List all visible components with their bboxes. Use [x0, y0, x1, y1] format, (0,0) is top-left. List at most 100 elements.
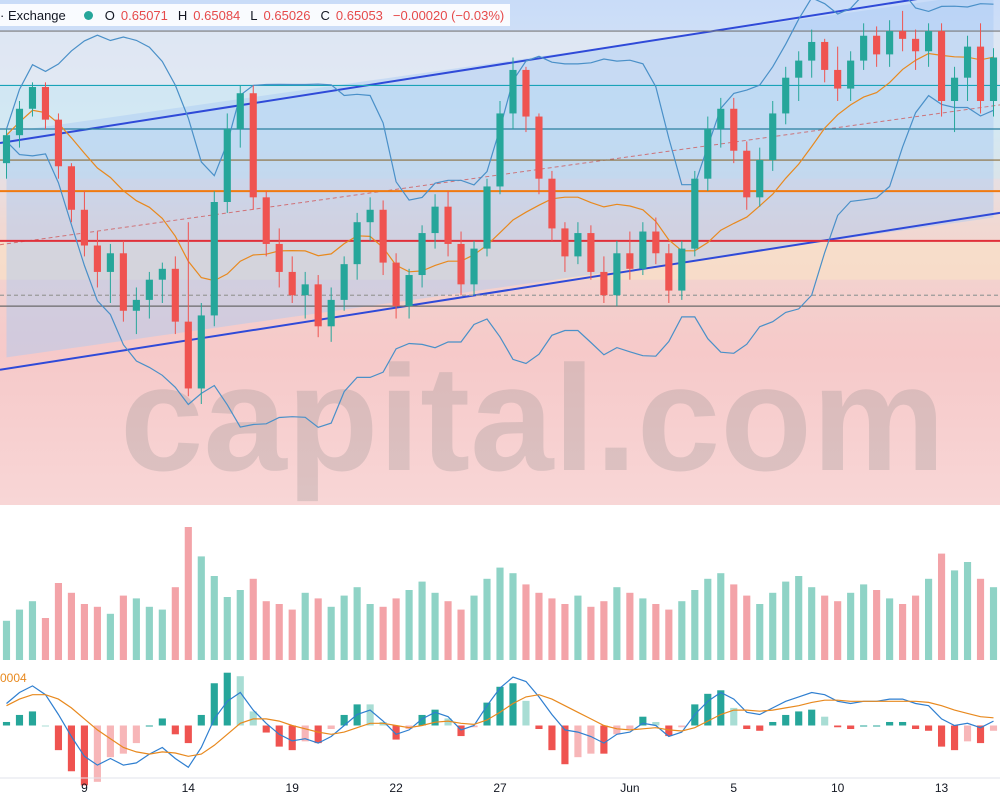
macd-histogram-bar — [28, 711, 37, 726]
macd-histogram-bar — [340, 714, 348, 726]
macd-histogram-bar — [717, 690, 725, 726]
candle-body — [210, 202, 218, 316]
volume-bar — [509, 573, 517, 660]
candle-body — [184, 321, 192, 389]
macd-histogram-bar — [548, 725, 556, 751]
candle-body — [93, 245, 101, 272]
candle-body — [626, 253, 634, 269]
macd-histogram-bar — [483, 702, 491, 726]
macd-histogram-bar — [730, 707, 738, 726]
channel-lower-line — [0, 211, 1000, 371]
macd-histogram-bar — [366, 704, 374, 726]
volume-bar — [483, 578, 491, 660]
candle-body — [937, 31, 946, 102]
macd-histogram-bar — [899, 721, 907, 726]
volume-bar — [457, 609, 465, 660]
candle-body — [301, 284, 309, 296]
macd-histogram-bar — [470, 725, 478, 728]
macd-axis-label: 0004 — [0, 671, 27, 685]
volume-bar — [665, 609, 673, 660]
candle-body — [171, 268, 179, 322]
macd-histogram-bar — [561, 725, 569, 765]
candle-body — [976, 46, 985, 101]
macd-histogram-bar — [795, 711, 803, 726]
moving-average-line — [6, 52, 994, 282]
candle-body — [405, 275, 413, 307]
volume-bar — [925, 578, 933, 660]
macd-histogram-bar — [2, 721, 11, 726]
candle-body — [535, 116, 543, 179]
candle-body — [262, 197, 270, 244]
candle-body — [834, 69, 842, 89]
volume-series — [2, 527, 998, 660]
candle-body — [808, 41, 816, 61]
candle-body — [678, 248, 686, 291]
macd-histogram-bar — [912, 725, 920, 730]
macd-histogram-bar — [925, 725, 933, 731]
candle-body — [379, 209, 387, 263]
symbol-name[interactable]: · Exchange — [0, 7, 66, 23]
candle-body — [145, 279, 153, 300]
volume-bar — [704, 578, 712, 660]
macd-histogram-bar — [119, 725, 127, 754]
candle-body — [522, 69, 530, 117]
volume-bar — [963, 562, 972, 660]
open-value: 0.65071 — [120, 7, 168, 23]
volume-bar — [989, 587, 998, 660]
volume-bar — [950, 570, 959, 660]
macd-histogram-bar — [769, 721, 777, 726]
volume-bar — [899, 604, 907, 660]
candle-body — [950, 77, 959, 101]
time-tick-label: Jun — [620, 781, 639, 795]
macd-histogram-bar — [535, 725, 543, 730]
volume-bar — [106, 613, 114, 660]
volume-bar — [444, 601, 452, 660]
volume-bar — [873, 590, 881, 660]
candle-body — [963, 46, 972, 78]
macd-histogram-bar — [639, 716, 647, 726]
candle-body — [652, 231, 660, 254]
time-tick-label: 9 — [81, 781, 88, 795]
volume-bar — [886, 598, 894, 660]
macd-histogram-bar — [626, 725, 634, 730]
candle-body — [431, 206, 439, 234]
macd-line — [6, 676, 994, 769]
candle-body — [392, 262, 400, 307]
candle-body — [769, 113, 777, 161]
macd-histogram-bar — [275, 725, 283, 747]
candle-body — [132, 299, 140, 311]
volume-bar — [405, 590, 413, 660]
candle-body — [41, 87, 50, 120]
candle-body — [873, 35, 881, 55]
macd-histogram-bar — [756, 725, 764, 731]
macd-histogram-bar — [600, 725, 608, 754]
candle-body — [509, 69, 517, 114]
candle-body — [314, 284, 322, 327]
macd-histogram-bar — [288, 725, 296, 751]
macd-histogram-bar — [496, 686, 504, 726]
volume-bar — [275, 604, 283, 660]
volume-bar — [301, 592, 309, 660]
candle-body — [899, 31, 907, 39]
macd-histogram-bar — [418, 714, 426, 726]
volume-bar — [379, 606, 387, 660]
candle-body — [600, 271, 608, 296]
time-tick-label: 19 — [286, 781, 300, 795]
macd-histogram-bar — [860, 725, 868, 727]
macd-histogram-bar — [963, 725, 972, 742]
volume-bar — [821, 595, 829, 660]
macd-histogram-bar — [821, 716, 829, 726]
range-zone-top — [0, 31, 1000, 86]
candle-body — [28, 87, 37, 109]
macd-histogram-bar — [847, 725, 855, 730]
candle-body — [795, 60, 803, 78]
volume-bar — [522, 584, 530, 660]
macd-histogram-bar — [145, 725, 153, 727]
volume-bar — [223, 597, 231, 660]
volume-bar — [613, 587, 621, 660]
macd-histogram-bar — [54, 725, 63, 751]
candle-body — [847, 60, 855, 89]
volume-bar — [782, 581, 790, 660]
